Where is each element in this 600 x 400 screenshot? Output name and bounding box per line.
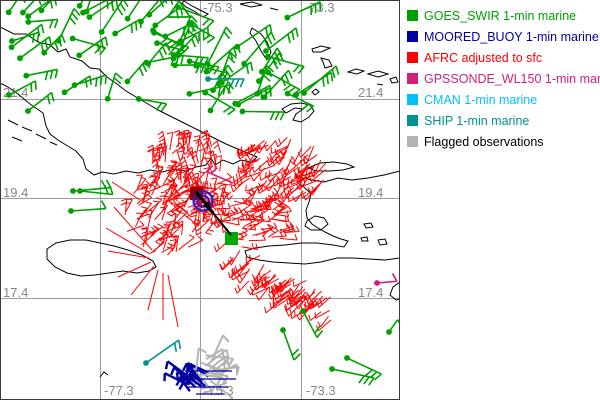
forecast-position-square <box>225 232 238 245</box>
coastline-great-inagua <box>281 102 315 123</box>
coastline-tiny-islet-south <box>99 371 109 378</box>
coastline-lake-1 <box>363 222 374 229</box>
grid-label: 17.4 <box>358 285 383 300</box>
coastline-little-inagua <box>320 57 333 69</box>
observation-map[interactable]: -75.3-73.3-77.3-75.3-73.321.419.417.421.… <box>0 0 400 400</box>
coastline-lake-2 <box>377 238 388 246</box>
wind-barbs-singles <box>6 31 400 386</box>
legend-label: GPSSONDE_WL150 1-min mar <box>424 71 600 86</box>
wind-barbs-goes-west <box>5 0 151 96</box>
coastline-caicos-4 <box>376 83 384 86</box>
coastline-lake-3 <box>360 236 369 242</box>
legend-label: AFRC adjusted to sfc <box>424 50 543 65</box>
wind-barbs-afrc-north <box>147 129 222 186</box>
legend-item-cman: CMAN 1-min marine <box>400 89 600 110</box>
coastline-caicos-2 <box>366 70 390 78</box>
legend-label: CMAN 1-min marine <box>424 92 538 107</box>
coastline-cuban-cays-5 <box>49 141 58 146</box>
legend-swatch-icon <box>407 52 418 63</box>
legend-swatch-icon <box>407 31 418 42</box>
legend-item-gpssonde: GPSSONDE_WL150 1-min mar <box>400 68 600 89</box>
coastline-plana-cays-2 <box>269 7 279 11</box>
legend-label: Flagged observations <box>424 134 544 149</box>
legend-label: MOORED_BUOY 1-min marine <box>424 29 599 44</box>
coastline-cuban-cays-3 <box>35 133 47 140</box>
grid-label: -73.3 <box>306 383 336 398</box>
legend-swatch-icon <box>407 10 418 21</box>
legend-item-moored_buoy: MOORED_BUOY 1-min marine <box>400 26 600 47</box>
legend-swatch-icon <box>407 73 418 84</box>
coastline-caicos-1 <box>346 68 366 75</box>
wind-barbs-afrc-east <box>218 189 300 250</box>
storm-center-rings-icon <box>192 190 214 212</box>
coastline-gonave <box>304 215 329 231</box>
legend-swatch-icon <box>407 136 418 147</box>
legend-item-ship: SHIP 1-min marine <box>400 110 600 131</box>
legend-swatch-icon <box>407 115 418 126</box>
triangle-station-icon <box>166 0 192 18</box>
wind-barbs-afrc-tail <box>214 242 332 332</box>
grid-label: 17.4 <box>3 285 28 300</box>
grid-label: -75.3 <box>203 0 233 15</box>
legend-swatch-icon <box>407 94 418 105</box>
grid-label: 21.4 <box>358 85 383 100</box>
coastline-jamaica <box>46 239 157 277</box>
coastline-cuban-cays-1 <box>7 119 19 126</box>
coastline-plana-cays <box>239 1 263 8</box>
coastline-caicos-3 <box>389 76 399 84</box>
coastline-small-cay <box>311 88 320 96</box>
coastline-mayaguana <box>311 45 332 53</box>
grid-label: 19.4 <box>358 185 383 200</box>
buoy-track-lines <box>186 370 236 395</box>
legend-item-flagged: Flagged observations <box>400 131 600 152</box>
coastline-tortuga <box>306 161 356 172</box>
coastline-cuban-cays-4 <box>11 136 23 142</box>
legend-item-afrc: AFRC adjusted to sfc <box>400 47 600 68</box>
storm-motion-arrow-icon <box>194 190 232 236</box>
coastline-beata <box>389 281 400 301</box>
wind-barbs-goes-main <box>83 0 334 121</box>
coastline-cuban-cays-2 <box>21 126 33 132</box>
legend-label: GOES_SWIR 1-min marine <box>424 8 577 23</box>
legend-label: SHIP 1-min marine <box>424 113 530 128</box>
aircraft-track-rays <box>105 181 179 328</box>
coastline-cuba <box>0 26 258 176</box>
grid-label: 19.4 <box>3 185 28 200</box>
wind-barbs-afrc-ne <box>230 137 327 210</box>
legend-item-goes_swir: GOES_SWIR 1-min marine <box>400 5 600 26</box>
legend: GOES_SWIR 1-min marine MOORED_BUOY 1-min … <box>400 0 600 400</box>
coastline-acklins <box>249 27 272 61</box>
grid-label: -77.3 <box>104 383 134 398</box>
